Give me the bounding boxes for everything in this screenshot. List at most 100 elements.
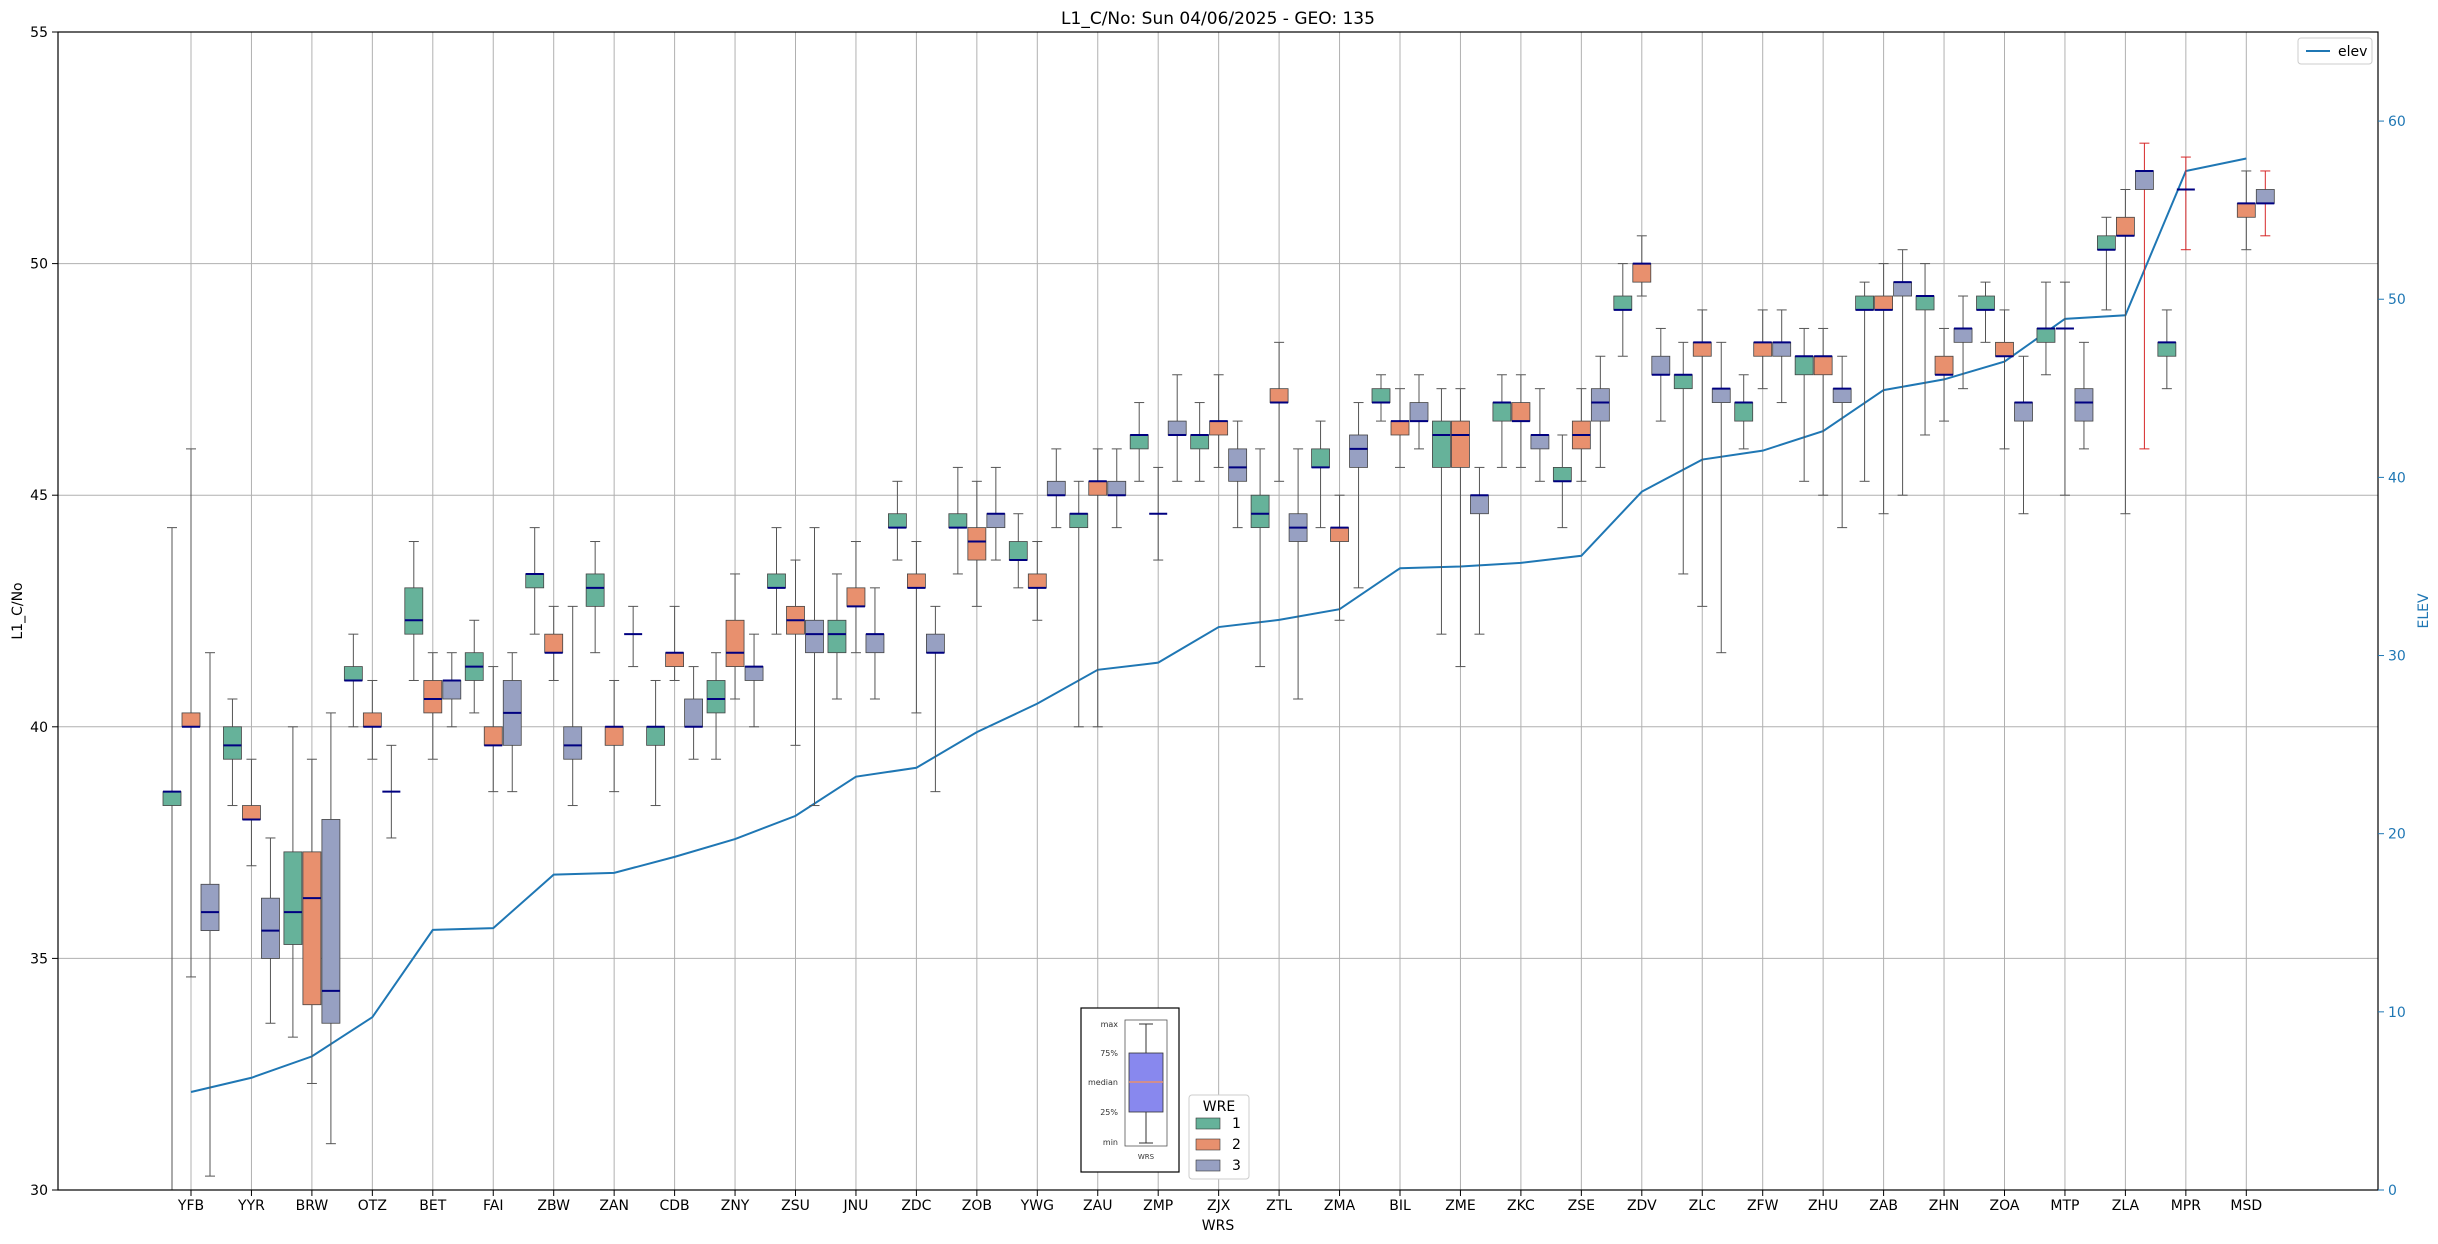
box-body xyxy=(726,620,744,666)
box-body xyxy=(2097,236,2115,250)
box-body xyxy=(443,680,461,699)
x-tick-label: ZDC xyxy=(901,1198,931,1214)
wre-legend: WRE 1 2 3 xyxy=(1189,1095,1249,1179)
box-body xyxy=(2015,403,2033,422)
box-body xyxy=(707,680,725,712)
y2-tick-label: 30 xyxy=(2388,649,2406,665)
y-axis-label: L1_C/No xyxy=(10,582,26,639)
box-body xyxy=(806,620,824,652)
box-body xyxy=(866,634,884,653)
box-body xyxy=(888,514,906,528)
box-body xyxy=(344,667,362,681)
box-body xyxy=(1070,514,1088,528)
x-tick-label: ZAB xyxy=(1869,1198,1898,1214)
box-body xyxy=(2256,189,2274,203)
box-body xyxy=(242,806,260,820)
box-body xyxy=(1875,296,1893,310)
chart-title: L1_C/No: Sun 04/06/2025 - GEO: 135 xyxy=(1061,9,1375,29)
y-tick-label: 45 xyxy=(30,488,48,504)
box-body xyxy=(647,727,665,746)
box-body xyxy=(1856,296,1874,310)
box-body xyxy=(1614,296,1632,310)
box-body xyxy=(1735,403,1753,422)
y-tick-label: 50 xyxy=(30,257,48,273)
x-tick-label: ZFW xyxy=(1747,1198,1779,1214)
box-key-label-median: median xyxy=(1088,1078,1118,1087)
box-body xyxy=(1553,467,1571,481)
box-body xyxy=(2237,203,2255,217)
x-axis-label: WRS xyxy=(1202,1218,1235,1234)
box-body xyxy=(2075,389,2093,421)
box-body xyxy=(907,574,925,588)
wre-legend-swatch-3 xyxy=(1196,1160,1220,1171)
box-body xyxy=(1531,435,1549,449)
box-body xyxy=(1591,389,1609,421)
wre-legend-swatch-2 xyxy=(1196,1139,1220,1150)
box-key-label-q3: 75% xyxy=(1100,1049,1118,1058)
x-tick-label: ZLC xyxy=(1689,1198,1716,1214)
box-body xyxy=(284,852,302,945)
box-body xyxy=(1270,389,1288,403)
box-body xyxy=(1470,495,1488,514)
box-body xyxy=(2116,217,2134,236)
wre-legend-label-2: 2 xyxy=(1232,1137,1241,1153)
box-key-label-max: max xyxy=(1101,1020,1119,1029)
box-body xyxy=(1633,264,1651,283)
x-tick-label: YFB xyxy=(177,1198,204,1214)
y2-tick-label: 20 xyxy=(2388,827,2406,843)
box-body xyxy=(2135,171,2153,190)
box-body xyxy=(605,727,623,746)
box-body xyxy=(1712,389,1730,403)
x-tick-label: ZSU xyxy=(781,1198,810,1214)
box-body xyxy=(1894,282,1912,296)
box-body xyxy=(424,680,442,712)
x-tick-label: MSD xyxy=(2230,1198,2262,1214)
x-tick-label: ZJX xyxy=(1207,1198,1231,1214)
box-body xyxy=(1350,435,1368,467)
x-tick-label: OTZ xyxy=(358,1198,387,1214)
line-legend-label: elev xyxy=(2338,44,2367,60)
y2-tick-label: 0 xyxy=(2388,1183,2397,1199)
box-body xyxy=(1833,389,1851,403)
box-body xyxy=(1047,481,1065,495)
box-body xyxy=(1693,342,1711,356)
box-body xyxy=(201,884,219,930)
x-tick-label: ZME xyxy=(1445,1198,1476,1214)
x-tick-label: ZAU xyxy=(1083,1198,1112,1214)
x-tick-label: ZKC xyxy=(1507,1198,1535,1214)
box-body xyxy=(2158,342,2176,356)
x-tick-label: ZOA xyxy=(1990,1198,2020,1214)
x-tick-label: YWG xyxy=(1020,1198,1054,1214)
box-body xyxy=(363,713,381,727)
box-body xyxy=(526,574,544,588)
x-tick-label: ZTL xyxy=(1266,1198,1292,1214)
box-body xyxy=(303,852,321,1005)
y2-tick-label: 10 xyxy=(2388,1005,2406,1021)
box-body xyxy=(1977,296,1995,310)
box-body xyxy=(1210,421,1228,435)
x-tick-label: ZLA xyxy=(2112,1198,2140,1214)
box-body xyxy=(1674,375,1692,389)
box-body xyxy=(545,634,563,653)
y-tick-label: 40 xyxy=(30,720,48,736)
box-body xyxy=(926,634,944,653)
x-tick-label: MTP xyxy=(2050,1198,2079,1214)
box-body xyxy=(484,727,502,746)
x-tick-label: JNU xyxy=(843,1198,869,1214)
box-body xyxy=(163,792,181,806)
x-tick-label: BIL xyxy=(1389,1198,1411,1214)
box-body xyxy=(666,653,684,667)
box-body xyxy=(949,514,967,528)
box-key-caption: WRS xyxy=(1138,1153,1155,1161)
box-body xyxy=(1028,574,1046,588)
x-tick-label: ZOB xyxy=(962,1198,992,1214)
box-body xyxy=(1814,356,1832,375)
x-tick-label: ZMA xyxy=(1324,1198,1356,1214)
x-tick-label: ZSE xyxy=(1568,1198,1595,1214)
box-body xyxy=(1229,449,1247,481)
box-body xyxy=(1432,421,1450,467)
box-body xyxy=(182,713,200,727)
box-body xyxy=(1954,328,1972,342)
